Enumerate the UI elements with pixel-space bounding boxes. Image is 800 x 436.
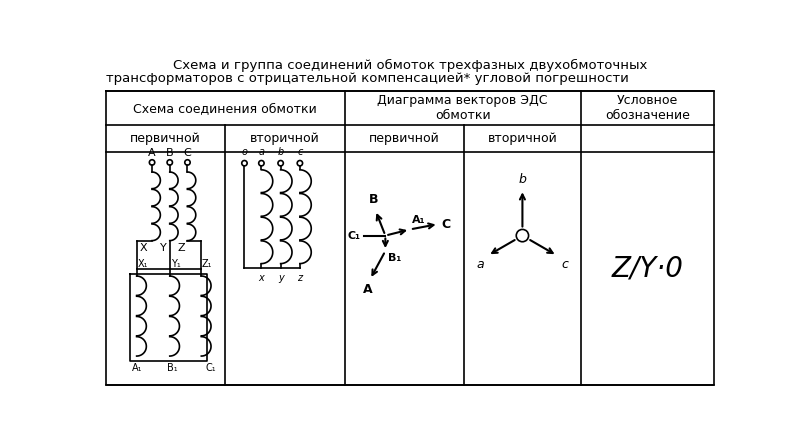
Text: A: A	[363, 283, 373, 296]
Text: a: a	[258, 147, 264, 157]
Text: X₁: X₁	[138, 259, 148, 269]
Text: c: c	[561, 258, 568, 271]
Text: Y₁: Y₁	[170, 259, 180, 269]
Text: Схема и группа соединений обмоток трехфазных двухобмоточных: Схема и группа соединений обмоток трехфа…	[173, 58, 647, 72]
Text: Схема соединения обмотки: Схема соединения обмотки	[134, 102, 317, 115]
Text: X: X	[140, 242, 147, 252]
Text: трансформаторов с отрицательной компенсацией* угловой погрешности: трансформаторов с отрицательной компенса…	[106, 72, 629, 85]
Text: B₁: B₁	[167, 363, 178, 373]
Text: Условное
обозначение: Условное обозначение	[605, 94, 690, 122]
Text: Z: Z	[178, 242, 185, 252]
Text: c: c	[298, 147, 302, 157]
Text: C: C	[183, 148, 191, 158]
Text: Y: Y	[160, 242, 166, 252]
Text: A: A	[148, 148, 156, 158]
Text: b: b	[518, 173, 526, 186]
Text: C₁: C₁	[348, 231, 361, 241]
Text: первичной: первичной	[130, 133, 201, 146]
Text: z: z	[298, 272, 302, 283]
Text: вторичной: вторичной	[487, 133, 558, 146]
Text: A₁: A₁	[411, 215, 425, 225]
Text: o: o	[242, 147, 247, 157]
Text: B₁: B₁	[388, 252, 401, 262]
Text: B: B	[166, 148, 174, 158]
Text: x: x	[258, 272, 264, 283]
Text: C₁: C₁	[206, 363, 217, 373]
Text: B: B	[369, 193, 378, 206]
Text: Z/Y·0: Z/Y·0	[612, 255, 683, 283]
Text: C: C	[442, 218, 450, 231]
Text: A₁: A₁	[132, 363, 142, 373]
Text: b: b	[278, 147, 284, 157]
Text: первичной: первичной	[369, 133, 440, 146]
Text: вторичной: вторичной	[250, 133, 320, 146]
Text: Z₁: Z₁	[202, 259, 213, 269]
Text: a: a	[476, 258, 484, 271]
Text: y: y	[278, 272, 283, 283]
Text: Диаграмма векторов ЭДС
обмотки: Диаграмма векторов ЭДС обмотки	[378, 94, 548, 122]
